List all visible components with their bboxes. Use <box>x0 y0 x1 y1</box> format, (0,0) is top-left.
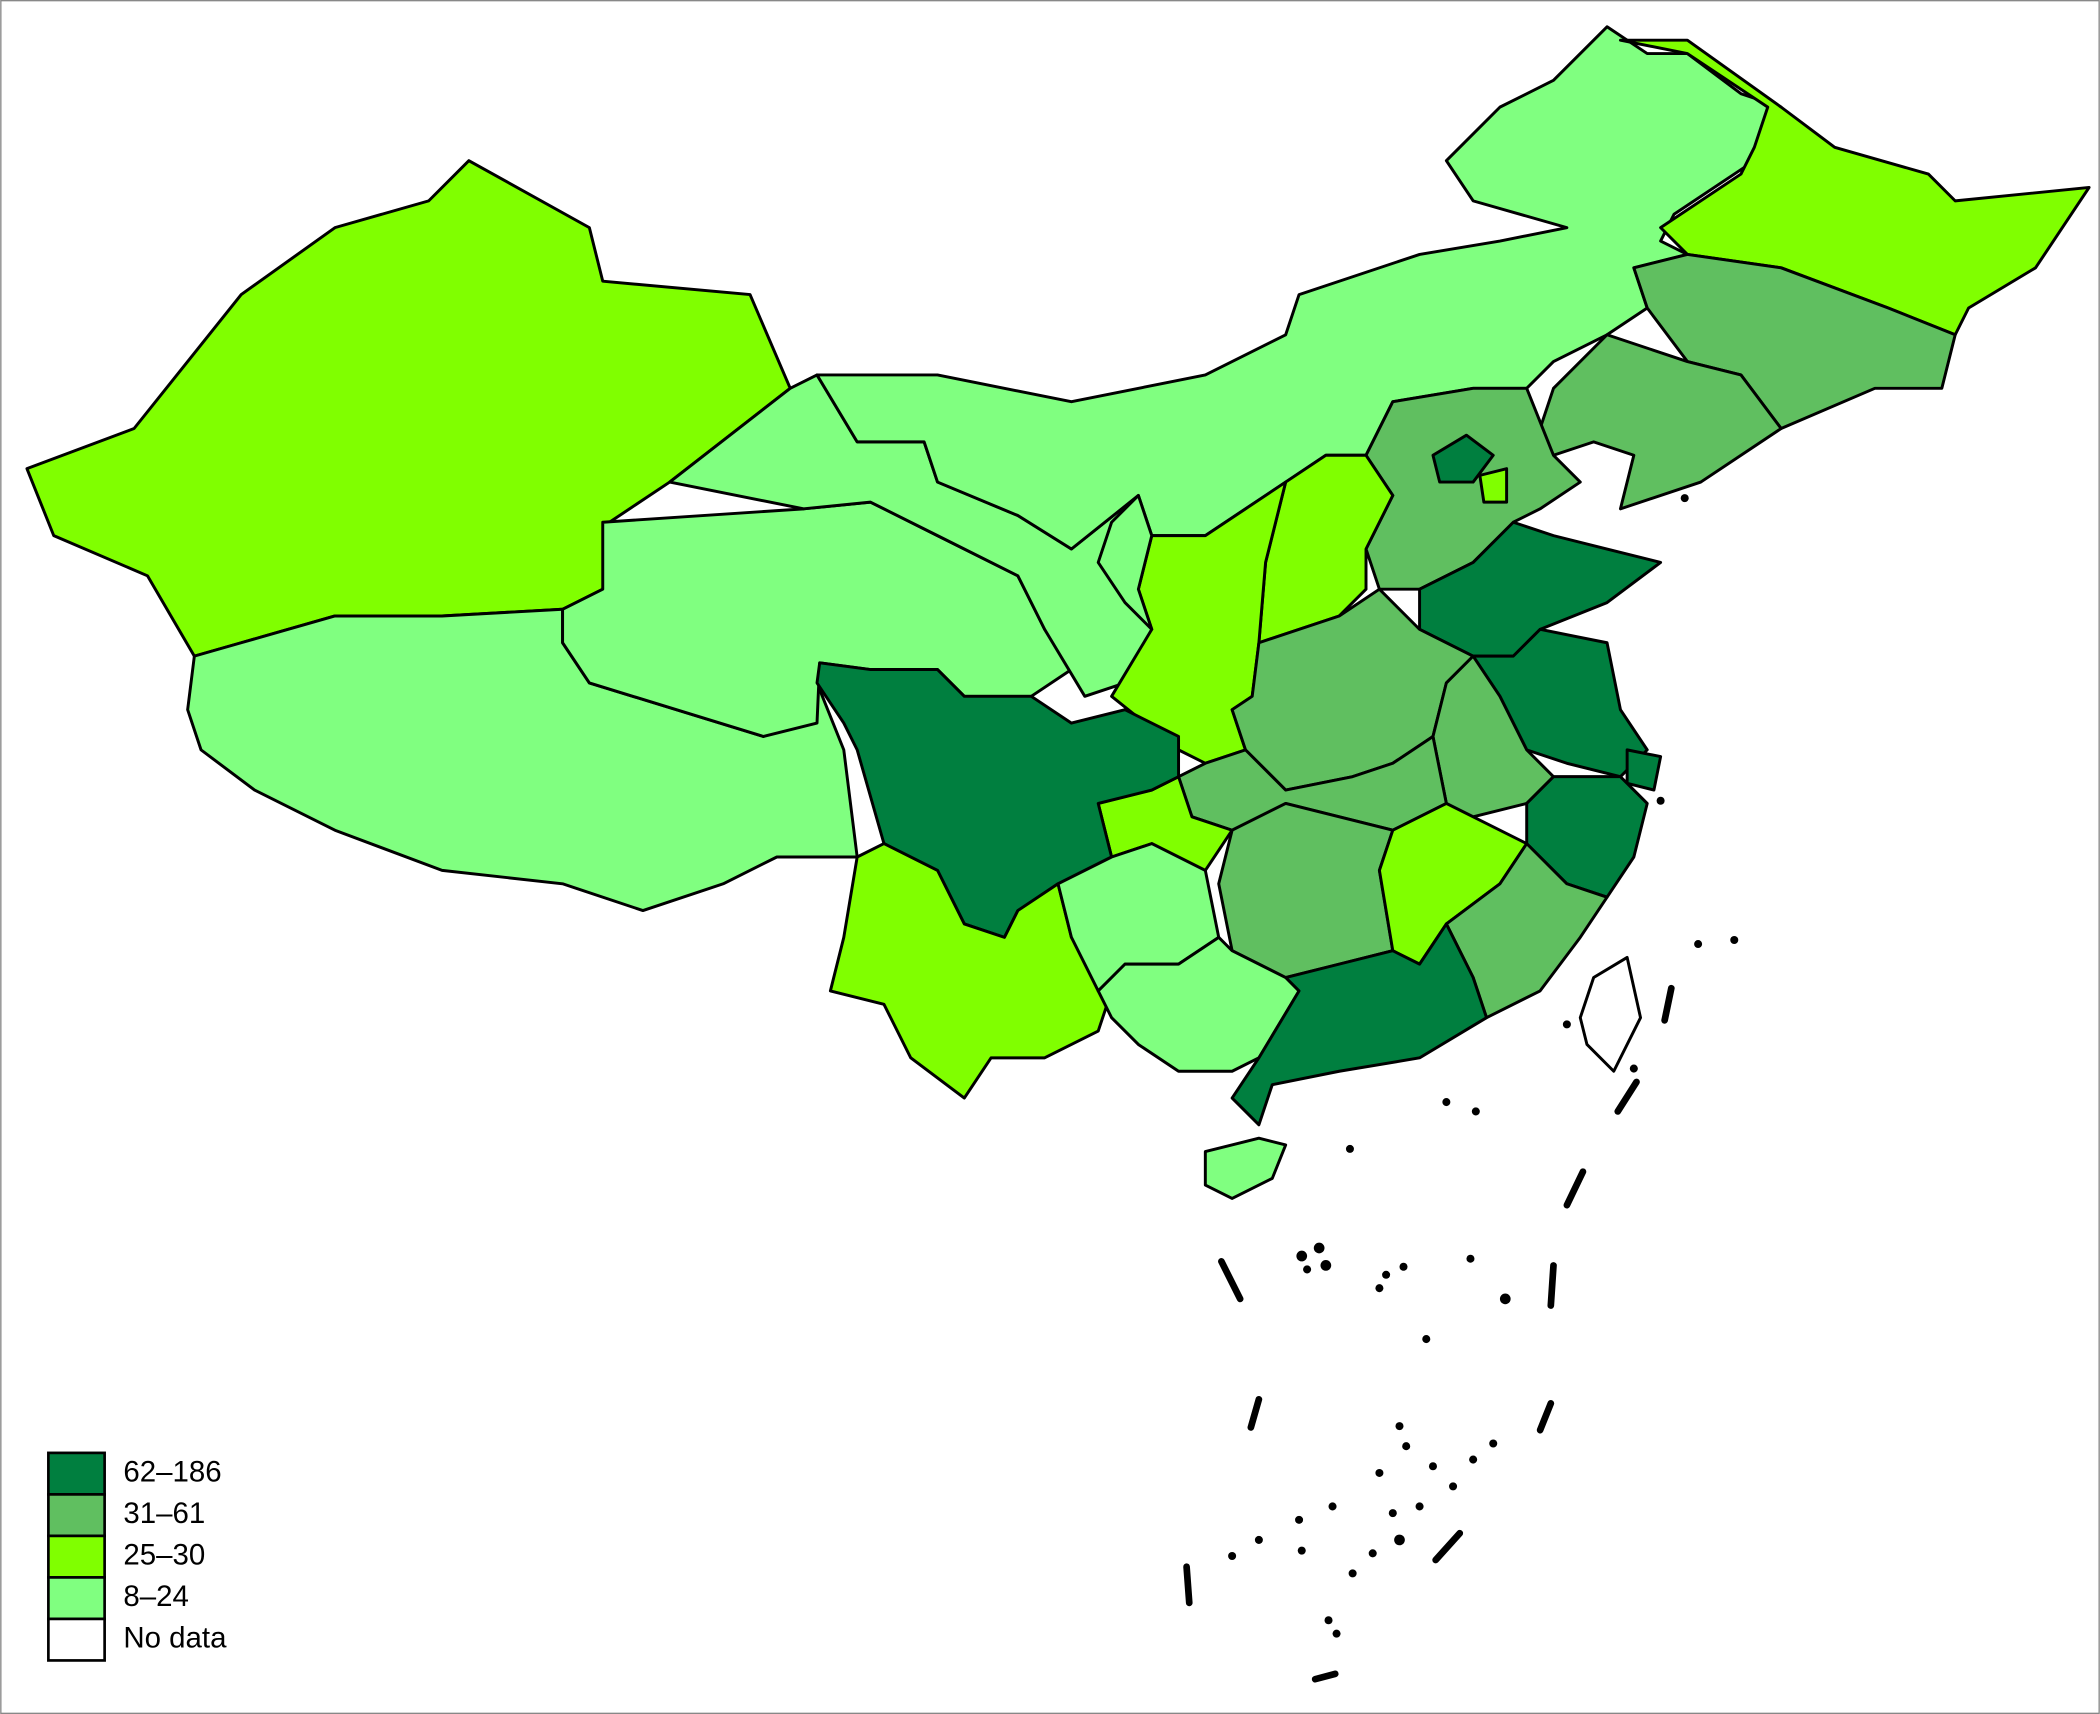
island <box>1656 796 1665 805</box>
region <box>1578 955 1642 1073</box>
legend-label: 31–61 <box>123 1497 205 1530</box>
island <box>1449 1482 1458 1491</box>
regions <box>25 25 2091 1200</box>
region <box>1478 467 1509 504</box>
island <box>1489 1439 1498 1448</box>
island <box>1313 1242 1325 1254</box>
dash <box>1218 1258 1244 1303</box>
island <box>1469 1455 1478 1464</box>
dash <box>1547 1262 1557 1309</box>
region <box>1431 433 1495 484</box>
island <box>1295 1515 1304 1524</box>
island <box>1442 1098 1451 1107</box>
island <box>1228 1551 1237 1561</box>
island <box>1303 1265 1312 1274</box>
region <box>1203 1136 1288 1200</box>
region <box>1217 801 1395 979</box>
dash <box>1247 1395 1263 1431</box>
island <box>1562 1020 1571 1029</box>
legend-label: No data <box>123 1621 227 1654</box>
dash <box>1614 1078 1640 1115</box>
island <box>1375 1284 1384 1293</box>
island <box>1499 1293 1511 1305</box>
boundary-dashes <box>1183 984 1675 1683</box>
island <box>1328 1502 1337 1511</box>
island <box>1296 1250 1308 1262</box>
region <box>1632 252 1957 430</box>
island <box>1320 1260 1332 1271</box>
region <box>1364 386 1582 591</box>
legend-swatch <box>47 1493 106 1538</box>
island <box>1345 1144 1354 1153</box>
dash <box>1432 1529 1464 1564</box>
legend-label: 25–30 <box>123 1538 205 1571</box>
island <box>1730 936 1739 945</box>
island <box>1254 1535 1263 1544</box>
legend-swatch <box>47 1617 106 1662</box>
islands <box>1228 494 1739 1638</box>
island <box>1348 1569 1357 1578</box>
island <box>1368 1549 1377 1558</box>
legend: 62–186 31–61 25–30 8–24 No data <box>47 1451 227 1662</box>
dash <box>1563 1168 1587 1209</box>
island <box>1471 1107 1480 1116</box>
legend-swatch <box>47 1576 106 1621</box>
island <box>1399 1262 1408 1271</box>
island <box>1415 1502 1424 1511</box>
legend-swatch <box>47 1534 106 1579</box>
island <box>1402 1442 1411 1451</box>
dash <box>1536 1399 1555 1434</box>
island <box>1466 1254 1475 1263</box>
legend-swatch <box>47 1451 106 1496</box>
island <box>1694 940 1703 949</box>
dash <box>1311 1670 1339 1683</box>
island <box>1680 494 1689 503</box>
region <box>1230 922 1489 1127</box>
legend-label: 62–186 <box>123 1455 221 1488</box>
island <box>1297 1546 1306 1555</box>
island <box>1332 1629 1341 1638</box>
legend-label: 8–24 <box>123 1580 189 1613</box>
island <box>1428 1462 1437 1471</box>
island <box>1382 1270 1391 1279</box>
island <box>1629 1064 1638 1073</box>
dash <box>1183 1563 1193 1607</box>
island <box>1395 1422 1404 1431</box>
region <box>1096 493 1154 631</box>
island <box>1324 1616 1333 1625</box>
region <box>186 607 859 913</box>
region <box>828 842 1114 1100</box>
dash <box>1661 984 1675 1024</box>
island <box>1375 1468 1384 1477</box>
region <box>1625 748 1663 792</box>
island <box>1388 1509 1397 1518</box>
island <box>1422 1335 1431 1344</box>
island <box>1394 1534 1405 1546</box>
